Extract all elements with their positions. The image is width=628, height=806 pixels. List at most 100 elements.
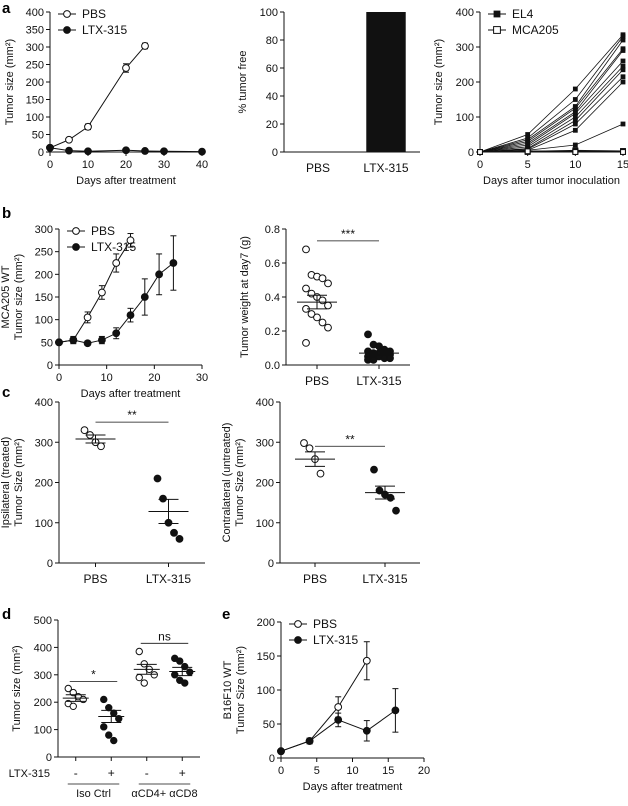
b2-point xyxy=(314,314,321,321)
e-point xyxy=(335,704,342,711)
d-point xyxy=(101,696,107,702)
b1-point xyxy=(99,337,106,344)
a1-y-tick-label: 200 xyxy=(26,77,44,89)
a1-y-tick-label: 150 xyxy=(26,95,44,107)
c2-y-tick-label: 300 xyxy=(256,437,274,449)
b1-point xyxy=(127,312,134,319)
c1-point xyxy=(176,535,183,542)
a1-y-tick-label: 250 xyxy=(26,60,44,72)
b2-point xyxy=(319,275,326,282)
a2-category-label: LTX-315 xyxy=(363,161,408,175)
c2-y-tick-label: 200 xyxy=(256,478,274,490)
c2-point xyxy=(387,494,394,501)
c1-y-tick-label: 400 xyxy=(35,397,53,409)
d-significance-label: * xyxy=(91,668,96,682)
c1-y-axis-label: Ipsilateral (treated) xyxy=(0,437,12,529)
e-point xyxy=(363,727,370,734)
a1-point xyxy=(85,123,92,130)
c1-category-label: LTX-315 xyxy=(146,572,191,586)
c1-point xyxy=(98,443,105,450)
a3-el4-point xyxy=(621,38,626,43)
d-point xyxy=(172,672,178,678)
d-sign-label: - xyxy=(74,766,78,780)
a1-legend-point xyxy=(64,27,71,34)
a3-x-axis-label: Days after tumor inoculation xyxy=(483,175,620,187)
c1-point xyxy=(160,495,167,502)
a1-legend-point xyxy=(64,11,71,18)
b2-point xyxy=(303,246,310,253)
b1-y-tick-label: 50 xyxy=(41,337,53,349)
a1-point xyxy=(66,136,73,143)
b1-point xyxy=(99,289,106,296)
a1-y-axis-label: MCA205 WT xyxy=(0,50,3,113)
b1-y-tick-label: 300 xyxy=(35,224,53,236)
b2-point xyxy=(325,302,332,309)
d-y-tick-label: 300 xyxy=(34,670,52,682)
e-y-tick-label: 150 xyxy=(257,651,275,663)
b1-y-tick-label: 250 xyxy=(35,247,53,259)
b2-point xyxy=(387,355,394,362)
a1-point xyxy=(47,144,54,151)
b2-point xyxy=(303,285,310,292)
b2-y-tick-label: 0.2 xyxy=(265,326,280,338)
d-point xyxy=(151,672,157,678)
d-y-tick-label: 400 xyxy=(34,642,52,654)
d-point xyxy=(111,737,117,743)
a3-x-tick-label: 15 xyxy=(617,159,628,171)
e-point xyxy=(392,707,399,714)
a1-y-axis-label: Tumor size (mm²) xyxy=(4,39,16,125)
a1-y-tick-label: 350 xyxy=(26,25,44,37)
a3-mca205-point xyxy=(621,150,626,155)
b1-point xyxy=(70,337,77,344)
c1-y-tick-label: 200 xyxy=(35,478,53,490)
c2-y-axis-label: Tumor Size (mm²) xyxy=(234,438,246,526)
b1-legend-label: LTX-315 xyxy=(91,240,136,254)
b2-point xyxy=(319,319,326,326)
a1-legend-label: LTX-315 xyxy=(82,23,127,37)
c2-y-tick-label: 0 xyxy=(268,558,274,570)
panel-letter-a: a xyxy=(2,0,10,17)
d-sign-label: - xyxy=(145,766,149,780)
panel-letter-d: d xyxy=(2,606,11,623)
a3-y-tick-label: 400 xyxy=(456,7,474,19)
a1-x-tick-label: 10 xyxy=(82,159,94,171)
d-point xyxy=(101,724,107,730)
a3-el4-point xyxy=(573,128,578,133)
e-point xyxy=(278,748,285,755)
c2-point xyxy=(301,440,308,447)
b2-point xyxy=(319,297,326,304)
d-y-tick-label: 0 xyxy=(46,752,52,764)
b2-significance-label: *** xyxy=(341,227,355,241)
b1-y-tick-label: 0 xyxy=(47,360,53,372)
c2-significance-label: ** xyxy=(345,432,355,446)
e-x-axis-label: Days after treatment xyxy=(303,781,403,793)
b2-y-tick-label: 0.6 xyxy=(265,258,280,270)
b2-category-label: LTX-315 xyxy=(356,374,401,388)
c1-y-tick-label: 100 xyxy=(35,518,53,530)
a3-el4-point xyxy=(573,97,578,102)
a3-y-axis-label: Tumor size (mm²) xyxy=(433,39,445,125)
a3-mca205-point xyxy=(573,150,578,155)
a2-y-tick-label: 100 xyxy=(260,7,278,19)
e-legend-point xyxy=(295,621,302,628)
c2-y-axis-label: Contralateral (untreated) xyxy=(221,423,233,543)
a2-y-tick-label: 80 xyxy=(266,35,278,47)
a3-el4-line xyxy=(480,61,623,152)
a3-el4-point xyxy=(621,122,626,127)
b1-y-axis-label: Tumor size (mm²) xyxy=(13,254,25,340)
d-point xyxy=(187,669,193,675)
d-point xyxy=(106,732,112,738)
b2-point xyxy=(365,331,372,338)
a1-y-tick-label: 400 xyxy=(26,7,44,19)
panel-letter-c: c xyxy=(2,384,10,401)
b1-y-tick-label: 100 xyxy=(35,315,53,327)
a1-point xyxy=(161,148,168,155)
e-point xyxy=(363,657,370,664)
d-group-label: Iso Ctrl xyxy=(76,788,111,800)
b2-point xyxy=(303,340,310,347)
e-legend-label: LTX-315 xyxy=(313,633,358,647)
b1-x-tick-label: 20 xyxy=(148,372,160,384)
b1-x-tick-label: 0 xyxy=(56,372,62,384)
a3-y-tick-label: 300 xyxy=(456,42,474,54)
e-y-axis-label: B16F10 WT xyxy=(222,660,234,719)
